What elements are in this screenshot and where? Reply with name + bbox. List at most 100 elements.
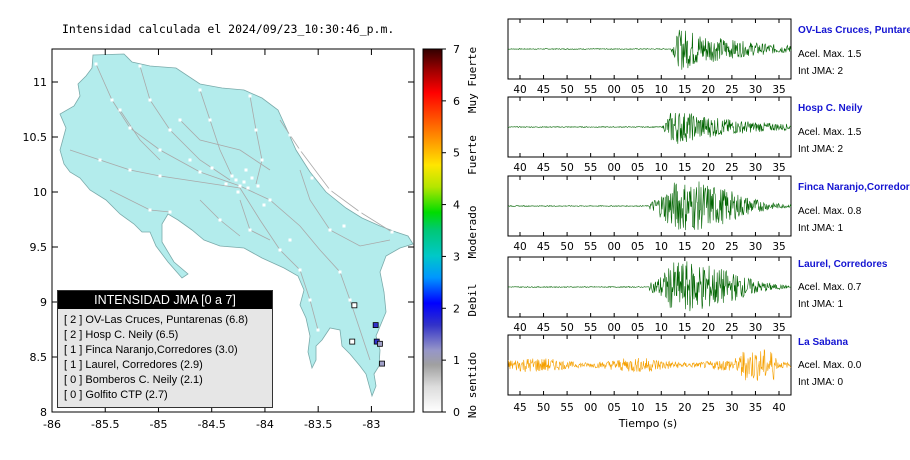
time-tick-label: 25 (725, 322, 738, 334)
time-tick-label: 05 (631, 84, 644, 96)
town-markers (94, 62, 394, 332)
seismogram-panel: 45 50 55 00 05 10 15 20 25 30 35 40 (507, 334, 792, 414)
town-dot (342, 224, 346, 228)
time-tick-label: 10 (655, 322, 668, 334)
waveform-trace (508, 29, 792, 70)
town-dot (260, 158, 264, 162)
colorbar-category-label: Moderado (466, 206, 479, 259)
time-tick-label: 00 (584, 402, 597, 414)
time-tick-label: 20 (702, 162, 715, 174)
town-dot (298, 268, 302, 272)
legend-item: [ 1 ] Finca Naranjo,Corredores (3.0) (64, 344, 238, 356)
y-tick-label: 10 (33, 186, 47, 199)
colorbar-tick-label: 5 (453, 147, 460, 160)
x-tick-label: -85.5 (91, 418, 119, 431)
station-marker (372, 322, 379, 329)
town-dot (248, 94, 252, 98)
town-dot (208, 118, 212, 122)
waveform-trace (507, 261, 792, 312)
time-tick-label: 25 (725, 84, 738, 96)
town-dot (210, 166, 214, 170)
time-tick-label: 55 (560, 402, 573, 414)
waveform-trace (507, 181, 792, 231)
seismogram-panel: 40 45 50 55 00 05 10 15 20 25 30 35 (507, 18, 792, 96)
time-tick-label: 50 (560, 84, 573, 96)
x-tick-label: -84.5 (197, 418, 225, 431)
time-tick-label: 50 (560, 241, 573, 253)
seismogram-panels: 40 45 50 55 00 05 10 15 20 25 30 35 40 45 50 55 00 05 10 15… (507, 18, 792, 430)
y-tick-label: 8.5 (30, 351, 48, 364)
time-tick-label: 10 (631, 402, 644, 414)
town-dot (168, 210, 172, 214)
town-dot (224, 182, 228, 186)
time-tick-label: 30 (749, 322, 762, 334)
town-dot (238, 184, 242, 188)
town-dot (310, 176, 314, 180)
y-tick-label: 8 (40, 406, 47, 419)
time-tick-label: 55 (584, 322, 597, 334)
time-tick-label: 30 (749, 84, 762, 96)
legend-item: [ 2 ] OV-Las Cruces, Puntarenas (6.8) (64, 314, 249, 326)
station-name: La Sabana (798, 337, 849, 348)
colorbar-tick-label: 2 (453, 302, 460, 315)
time-tick-label: 00 (607, 162, 620, 174)
seismogram-panel: 40 45 50 55 00 05 10 15 20 25 30 35 (507, 96, 792, 174)
time-tick-label: 45 (537, 241, 550, 253)
station-jma: Int JMA: 2 (798, 66, 844, 77)
time-tick-label: 20 (678, 402, 691, 414)
colorbar-category-label: Fuerte (466, 135, 479, 175)
time-tick-label: 30 (725, 402, 738, 414)
time-tick-label: 40 (772, 402, 785, 414)
legend-item: [ 2 ] Hosp C. Neily (6.5) (64, 329, 179, 341)
seismogram-panel: 40 45 50 55 00 05 10 15 20 25 30 35 (507, 175, 792, 253)
intensity-legend: INTENSIDAD JMA [0 a 7] [ 2 ] OV-Las Cruc… (57, 290, 273, 408)
colorbar-tick-label: 0 (453, 406, 460, 419)
time-tick-label: 35 (772, 162, 785, 174)
time-tick-label: 15 (678, 322, 691, 334)
legend-item: [ 0 ] Golfito CTP (2.7) (64, 389, 168, 401)
town-dot (218, 218, 222, 222)
time-tick-label: 35 (772, 84, 785, 96)
time-tick-label: 00 (607, 84, 620, 96)
time-tick-label: 35 (749, 402, 762, 414)
town-dot (128, 168, 132, 172)
town-dot (128, 126, 132, 130)
time-tick-label: 20 (702, 84, 715, 96)
map-title: Intensidad calculada el 2024/09/23_10:30… (62, 22, 395, 36)
station-jma: Int JMA: 2 (798, 144, 844, 155)
time-tick-label: 25 (725, 162, 738, 174)
station-accel: Acel. Max. 0.7 (798, 282, 862, 293)
time-tick-label: 45 (513, 402, 526, 414)
town-dot (316, 328, 320, 332)
station-jma: Int JMA: 0 (798, 377, 844, 388)
x-tick-label: -83 (362, 418, 380, 431)
time-tick-label: 45 (537, 84, 550, 96)
colorbar-category-label: Muy Fuerte (466, 47, 479, 113)
town-dot (328, 188, 332, 192)
x-tick-label: -84 (256, 418, 274, 431)
station-marker (379, 360, 385, 367)
station-markers (349, 302, 385, 367)
town-dot (178, 118, 182, 122)
station-marker (377, 340, 383, 347)
town-dot (234, 178, 238, 182)
time-tick-label: 15 (678, 162, 691, 174)
town-dot (198, 170, 202, 174)
colorbar-tick-label: 3 (453, 250, 460, 263)
waveform-trace (507, 112, 792, 144)
time-tick-label: 55 (584, 84, 597, 96)
colorbar-category-label: No sentido (466, 352, 479, 418)
station-jma: Int JMA: 1 (798, 223, 844, 234)
time-tick-label: 35 (772, 241, 785, 253)
town-dot (138, 64, 142, 68)
y-tick-label: 10.5 (23, 131, 48, 144)
colorbar-tick-label: 4 (453, 199, 460, 212)
town-dot (98, 158, 102, 162)
time-tick-label: 10 (655, 84, 668, 96)
town-dot (262, 203, 266, 207)
time-tick-label: 55 (584, 241, 597, 253)
x-tick-label: -85 (149, 418, 167, 431)
time-tick-label: 25 (702, 402, 715, 414)
town-dot (288, 238, 292, 242)
